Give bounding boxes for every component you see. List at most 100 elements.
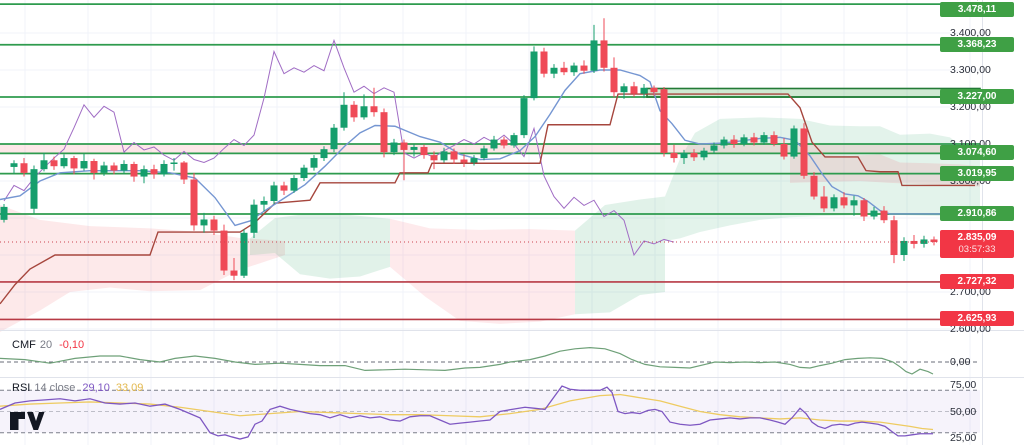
price-level-tag: 2.910,86 [940,205,1014,221]
rsi-value: 29,10 [82,382,110,394]
candle [680,152,688,159]
axis-label: 3.300,00 [950,64,991,76]
candle [90,161,98,173]
candle [520,98,528,136]
candle [500,139,508,146]
cmf-param: 20 [39,339,53,351]
candle [270,185,278,201]
candle [190,179,198,226]
candle [820,196,828,209]
candle [260,200,268,205]
candle [440,151,448,161]
candle [810,175,818,197]
candle [720,139,728,146]
candle [600,40,608,68]
candle [10,163,18,167]
candle [510,135,518,146]
candle [300,167,308,179]
candle [20,163,28,173]
candle [250,204,258,233]
axis-label: 3.400,00 [950,27,991,39]
candle [830,197,838,209]
candle [490,139,498,149]
candle [180,162,188,180]
candle [560,67,568,73]
candle [370,106,378,113]
candle [40,160,48,170]
candle [420,146,428,156]
candle [790,128,798,157]
cmf-indicator-title[interactable]: CMF 20 -0,10 [12,339,84,351]
candle [320,149,328,159]
price-level-tag: 3.368,23 [940,36,1014,52]
candle [670,152,678,159]
candle [30,169,38,209]
candle [780,144,788,157]
axis-label: 50,00 [950,406,977,418]
candle [310,158,318,168]
candle [340,104,348,128]
current-price-tag: 2.835,09 03:57:33 [940,230,1014,259]
axis-label: 3.500,00 [950,0,991,2]
candle [140,169,148,177]
candle [210,219,218,231]
candle [550,67,558,74]
candle [280,185,288,191]
price-level-tag: 3.478,11 [940,2,1014,17]
candle [570,65,578,73]
axis-label: 0,00 [950,356,971,368]
candle [390,142,398,153]
candle [590,40,598,71]
candle [470,158,478,163]
candle [430,155,438,161]
candle [230,270,238,276]
candle [700,150,708,158]
candle [330,127,338,150]
candle [460,159,468,163]
candle [120,163,128,171]
candle [80,161,88,169]
axis-label: 25,00 [950,432,977,444]
candle [50,160,58,167]
candle [130,163,138,177]
candle [800,128,808,176]
candle [730,139,738,144]
candle [410,146,418,150]
candle [170,162,178,164]
candle [650,87,658,93]
candle [70,158,78,169]
candle [900,240,908,255]
rsi-name: RSI [12,382,31,394]
rsi-ma-value: 33,09 [115,382,144,394]
candle [400,142,408,150]
candle [710,145,718,151]
price-level-tag: 3.074,60 [940,145,1014,161]
candle [850,200,858,206]
candle [60,158,68,167]
candle [640,87,648,94]
candle [480,148,488,159]
candle [360,106,368,118]
rsi-indicator-title[interactable]: RSI 14 close 29,10 33,09 [12,382,143,394]
candle [910,240,918,244]
candle [100,165,108,173]
candle [630,86,638,94]
candle [200,219,208,226]
candle [740,137,748,144]
price-level-tag: 2.625,93 [940,311,1014,327]
candle [380,112,388,153]
candle [880,210,888,221]
candle [840,197,848,206]
candle [660,89,668,153]
candle [690,152,698,158]
candle [220,230,228,271]
price-level-tag: 2.727,32 [940,273,1014,289]
candle [160,163,168,175]
rsi-param: 14 close [34,382,76,394]
price-level-tag: 3.019,95 [940,165,1014,181]
candle [0,206,8,220]
axis-label: 75,00 [950,379,977,391]
tradingview-logo[interactable] [8,408,50,434]
